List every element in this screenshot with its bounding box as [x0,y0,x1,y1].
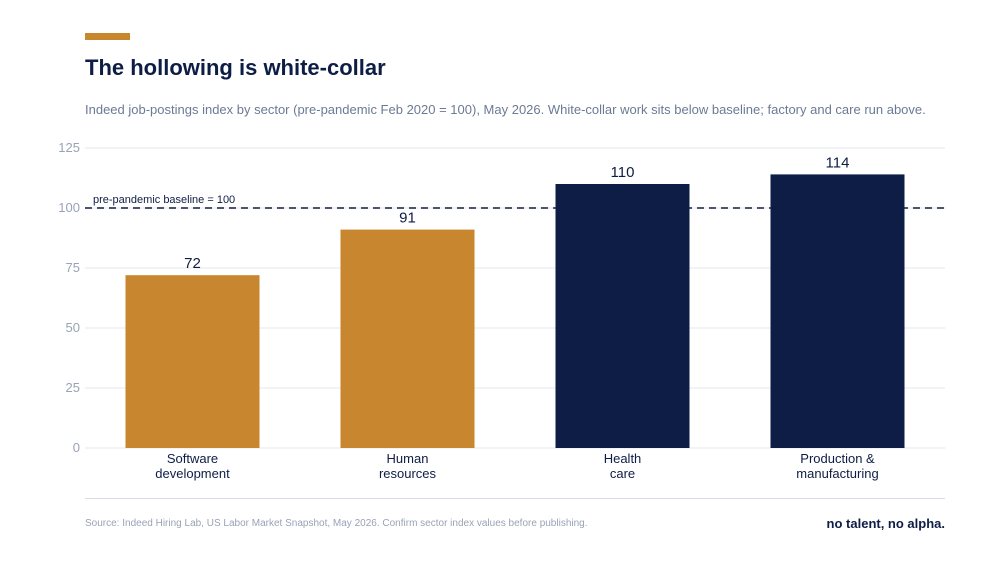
footer-divider [85,498,945,499]
bar-value-label: 110 [611,164,635,181]
y-tick-label: 75 [66,260,80,275]
source-note: Source: Indeed Hiring Lab, US Labor Mark… [85,518,588,529]
y-tick-label: 0 [73,440,80,455]
bar [340,229,475,448]
bar [125,275,260,448]
x-category-label: Human [387,451,429,466]
bar [770,174,905,448]
x-category-label: development [155,466,230,481]
x-category-label: Health [604,451,642,466]
y-tick-label: 125 [58,140,80,155]
bar [555,184,690,448]
x-category-label: resources [379,466,437,481]
x-category-label: care [610,466,635,481]
bar-value-label: 72 [184,255,201,272]
x-category-label: Production & [800,451,875,466]
x-category-label: manufacturing [796,466,878,481]
y-tick-label: 100 [58,200,80,215]
y-tick-label: 25 [66,380,80,395]
baseline-label: pre-pandemic baseline = 100 [93,194,235,206]
bar-value-label: 91 [399,210,416,227]
brand-tagline: no talent, no alpha. [826,516,945,531]
chart-title: The hollowing is white-collar [85,55,386,80]
x-category-label: Software [167,451,218,466]
chart-subtitle: Indeed job-postings index by sector (pre… [85,102,926,117]
y-tick-label: 50 [66,320,80,335]
accent-bar [85,33,130,40]
bar-value-label: 114 [826,154,850,171]
